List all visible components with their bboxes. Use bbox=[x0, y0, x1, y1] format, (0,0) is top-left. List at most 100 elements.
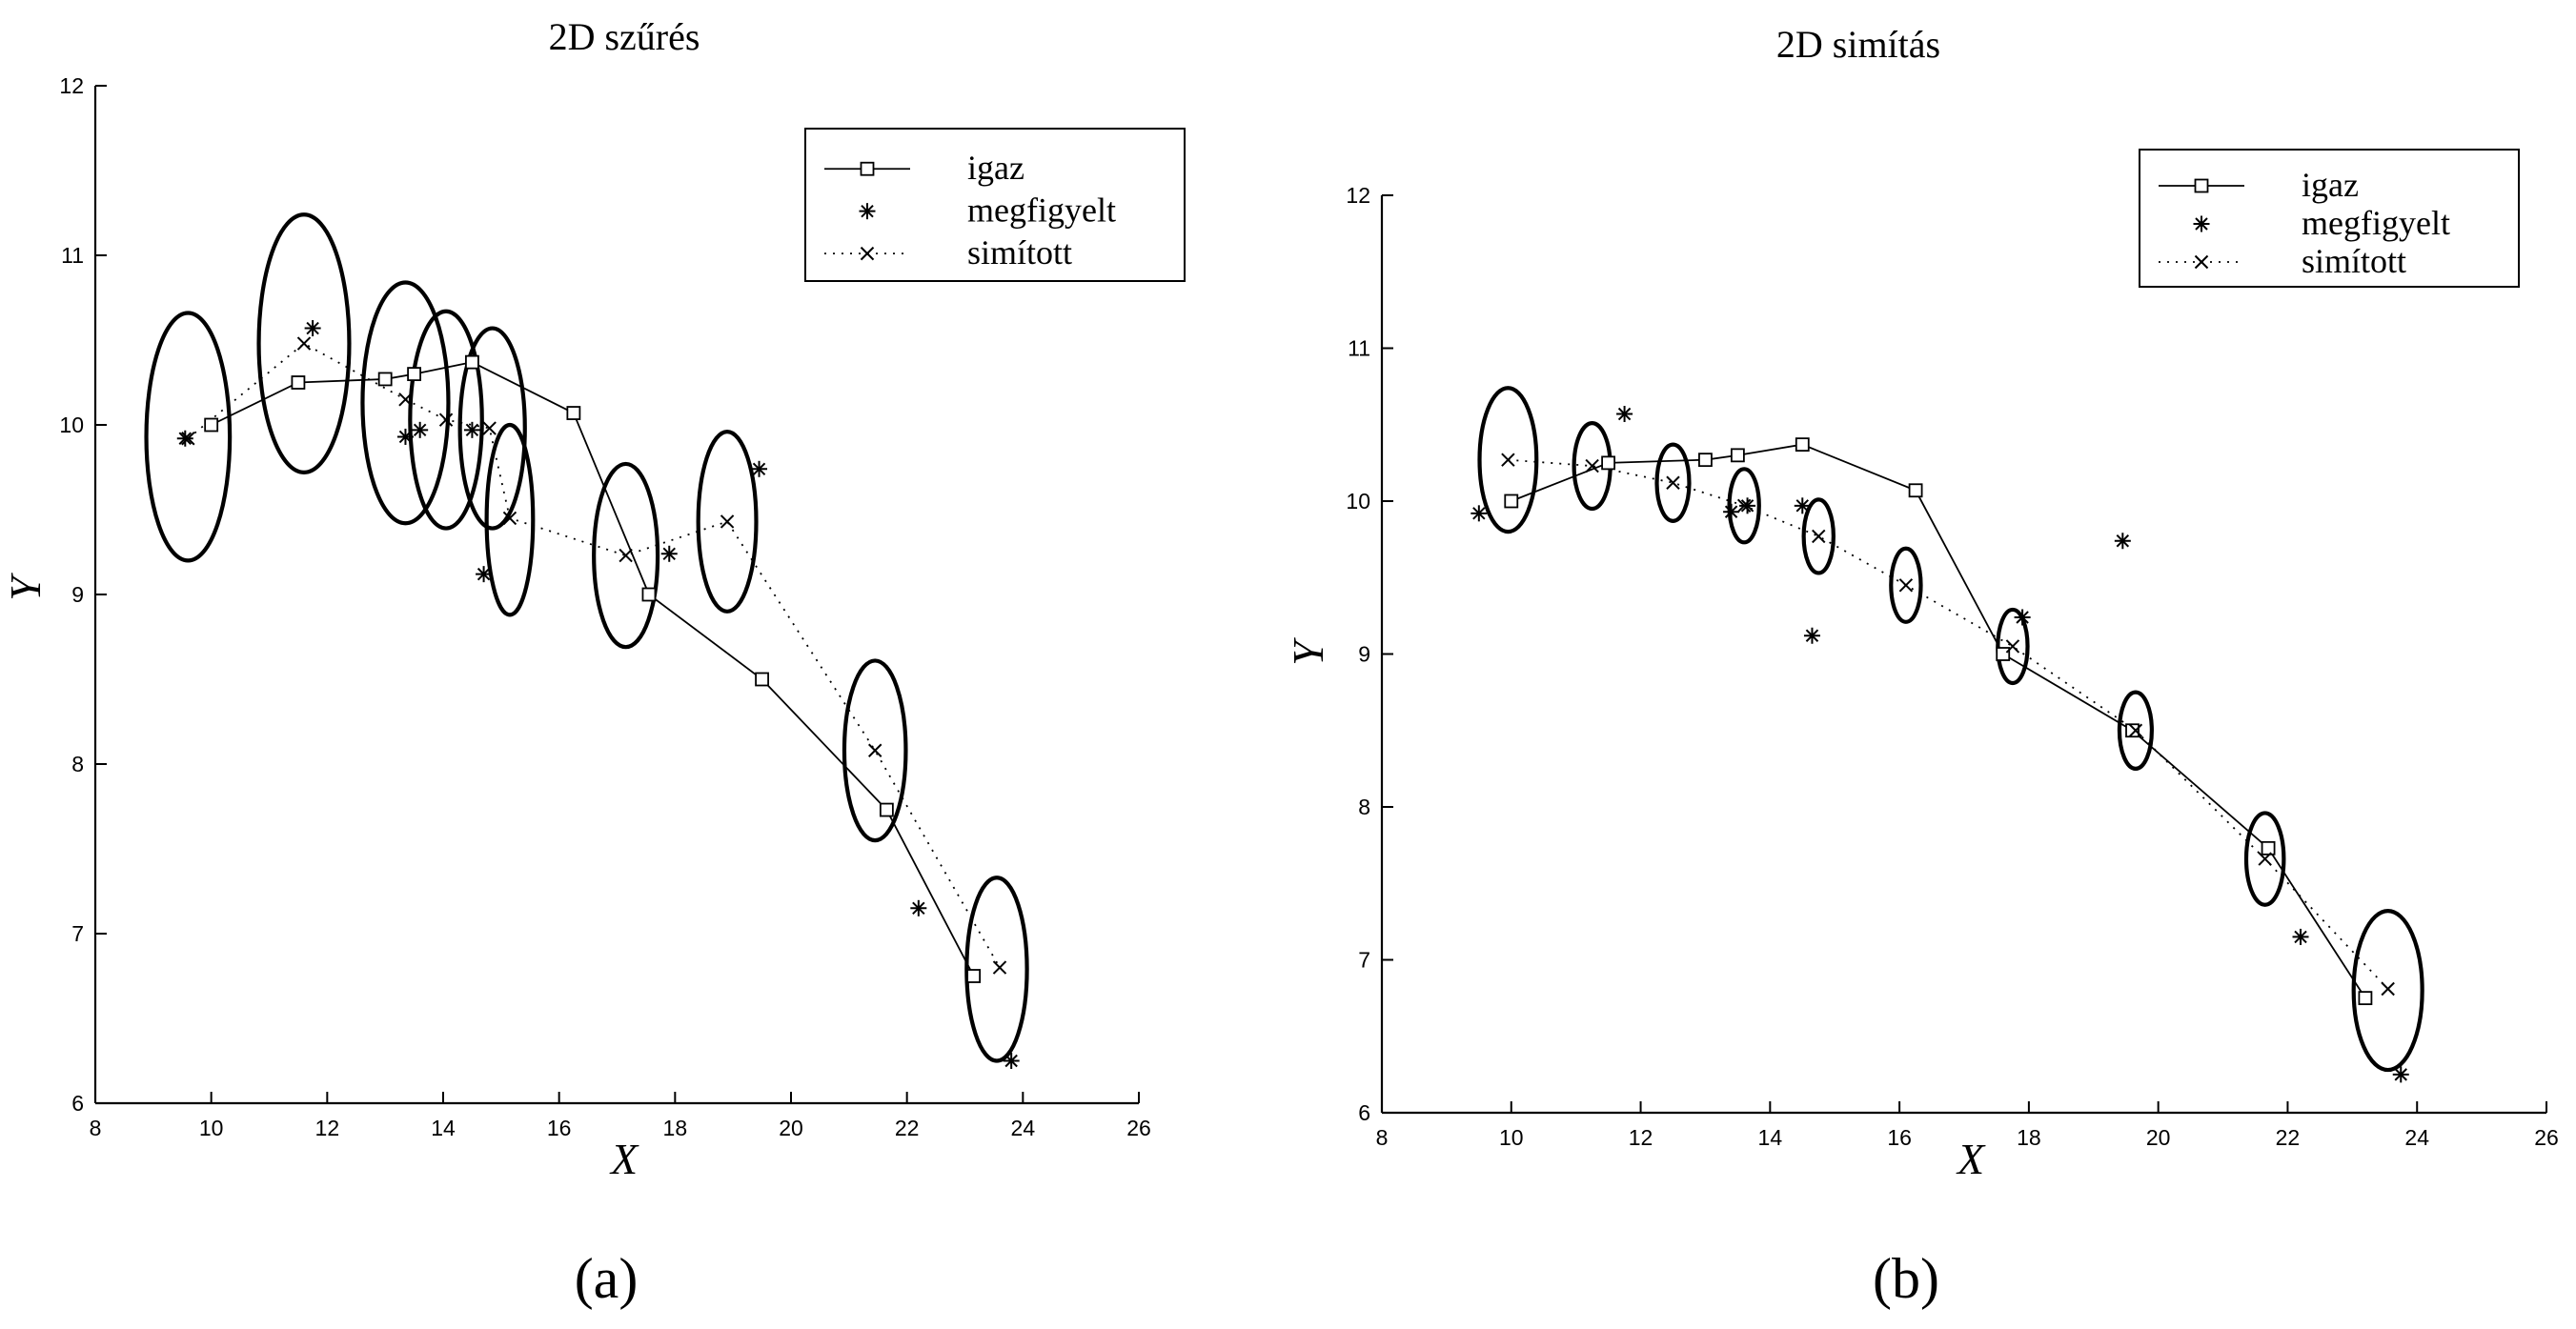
y-tick-label: 9 bbox=[71, 582, 84, 607]
true-point bbox=[2262, 842, 2275, 855]
smoothed-point bbox=[1899, 579, 1912, 592]
x-tick-label: 22 bbox=[895, 1116, 920, 1140]
y-tick-label: 10 bbox=[1346, 489, 1370, 513]
smoothed-point bbox=[1813, 530, 1825, 542]
true-point bbox=[1796, 438, 1809, 451]
true-point bbox=[379, 373, 392, 385]
y-axis-label: Y bbox=[1, 573, 50, 601]
observed-point bbox=[412, 422, 428, 438]
x-tick-label: 12 bbox=[1629, 1125, 1653, 1150]
observed-point bbox=[2293, 929, 2309, 945]
smoothed-series-line bbox=[1508, 460, 2387, 989]
observed-point bbox=[1795, 497, 1811, 513]
observed-point bbox=[1739, 497, 1755, 513]
x-tick-label: 12 bbox=[315, 1116, 340, 1140]
observed-point bbox=[397, 429, 414, 445]
observed-point bbox=[476, 566, 492, 582]
x-tick-label: 16 bbox=[547, 1116, 572, 1140]
observed-point bbox=[751, 461, 767, 477]
y-tick-label: 8 bbox=[1358, 795, 1370, 819]
x-tick-label: 10 bbox=[1499, 1125, 1524, 1150]
x-tick-label: 8 bbox=[90, 1116, 102, 1140]
observed-point bbox=[305, 320, 321, 336]
observed-point bbox=[1723, 504, 1739, 520]
observed-point bbox=[2115, 533, 2131, 549]
smoothed-point bbox=[2382, 982, 2394, 995]
y-tick-label: 12 bbox=[59, 73, 84, 98]
legend-label: simított bbox=[967, 233, 1072, 272]
true-point bbox=[967, 970, 980, 982]
legend-label: simított bbox=[2302, 242, 2406, 280]
true-point bbox=[1997, 648, 2009, 660]
observed-point bbox=[661, 546, 678, 562]
smoothed-point bbox=[1667, 476, 1679, 489]
true-point bbox=[1505, 495, 1517, 508]
x-tick-label: 20 bbox=[2146, 1125, 2171, 1150]
legend-label: megfigyelt bbox=[967, 191, 1116, 230]
true-series-line bbox=[1511, 445, 2365, 998]
legend-marker-observed bbox=[2194, 216, 2210, 232]
true-point bbox=[1732, 449, 1744, 461]
y-tick-label: 7 bbox=[1358, 948, 1370, 973]
true-point bbox=[1910, 484, 1922, 496]
observed-point bbox=[2393, 1066, 2409, 1082]
x-tick-label: 14 bbox=[431, 1116, 456, 1140]
smoothed-point bbox=[721, 515, 734, 528]
x-tick-label: 22 bbox=[2276, 1125, 2301, 1150]
observed-point bbox=[1804, 628, 1820, 644]
x-tick-label: 14 bbox=[1758, 1125, 1783, 1150]
true-point bbox=[1699, 453, 1712, 466]
y-tick-label: 11 bbox=[61, 243, 84, 268]
uncertainty-ellipse bbox=[487, 425, 534, 614]
true-point bbox=[205, 419, 217, 432]
true-point bbox=[292, 376, 304, 389]
legend-marker-observed bbox=[860, 203, 876, 219]
panel-label: (b) bbox=[1873, 1247, 1939, 1310]
x-tick-label: 10 bbox=[199, 1116, 224, 1140]
x-tick-label: 18 bbox=[2017, 1125, 2041, 1150]
smoothed-point bbox=[1502, 453, 1514, 466]
y-tick-label: 6 bbox=[71, 1091, 84, 1116]
true-point bbox=[466, 356, 478, 369]
x-tick-label: 18 bbox=[663, 1116, 688, 1140]
smoothed-point bbox=[869, 744, 882, 756]
x-tick-label: 24 bbox=[2404, 1125, 2429, 1150]
smoothed-point bbox=[1586, 460, 1598, 473]
x-axis-label: X bbox=[609, 1135, 639, 1183]
legend-label: igaz bbox=[2302, 166, 2359, 204]
true-point bbox=[408, 368, 420, 380]
observed-point bbox=[1471, 505, 1487, 521]
y-tick-label: 10 bbox=[59, 413, 84, 437]
smoothed-series-line bbox=[188, 344, 1000, 968]
observed-point bbox=[1616, 406, 1633, 422]
panel-a: 2D szűrés8 10 12 14 16 18 20 22 24 266789101112XY… bbox=[1, 15, 1185, 1310]
uncertainty-ellipse bbox=[2354, 911, 2423, 1070]
x-tick-label: 26 bbox=[1126, 1116, 1151, 1140]
true-point bbox=[567, 407, 579, 419]
x-axis-label: X bbox=[1956, 1135, 1986, 1183]
x-tick-label: 20 bbox=[779, 1116, 803, 1140]
legend-label: megfigyelt bbox=[2302, 204, 2450, 242]
legend-marker-true bbox=[862, 163, 874, 175]
chart-title: 2D szűrés bbox=[549, 15, 700, 58]
true-point bbox=[756, 674, 768, 686]
legend-label: igaz bbox=[967, 149, 1024, 187]
x-tick-label: 26 bbox=[2534, 1125, 2559, 1150]
true-point bbox=[1602, 456, 1614, 469]
true-point bbox=[2359, 992, 2371, 1004]
panel-b: 2D simítás8 10 12 14 16 18 20 22 24 266789101112X… bbox=[1284, 23, 2559, 1310]
smoothed-point bbox=[2006, 640, 2018, 653]
y-tick-label: 6 bbox=[1358, 1100, 1370, 1125]
panel-label: (a) bbox=[575, 1247, 639, 1310]
x-tick-label: 24 bbox=[1011, 1116, 1036, 1140]
true-point bbox=[642, 589, 655, 601]
observed-point bbox=[177, 431, 193, 447]
true-point bbox=[881, 804, 893, 816]
smoothed-point bbox=[483, 422, 496, 434]
observed-point bbox=[1004, 1053, 1020, 1069]
y-tick-label: 12 bbox=[1346, 183, 1370, 208]
smoothed-point bbox=[619, 550, 632, 562]
